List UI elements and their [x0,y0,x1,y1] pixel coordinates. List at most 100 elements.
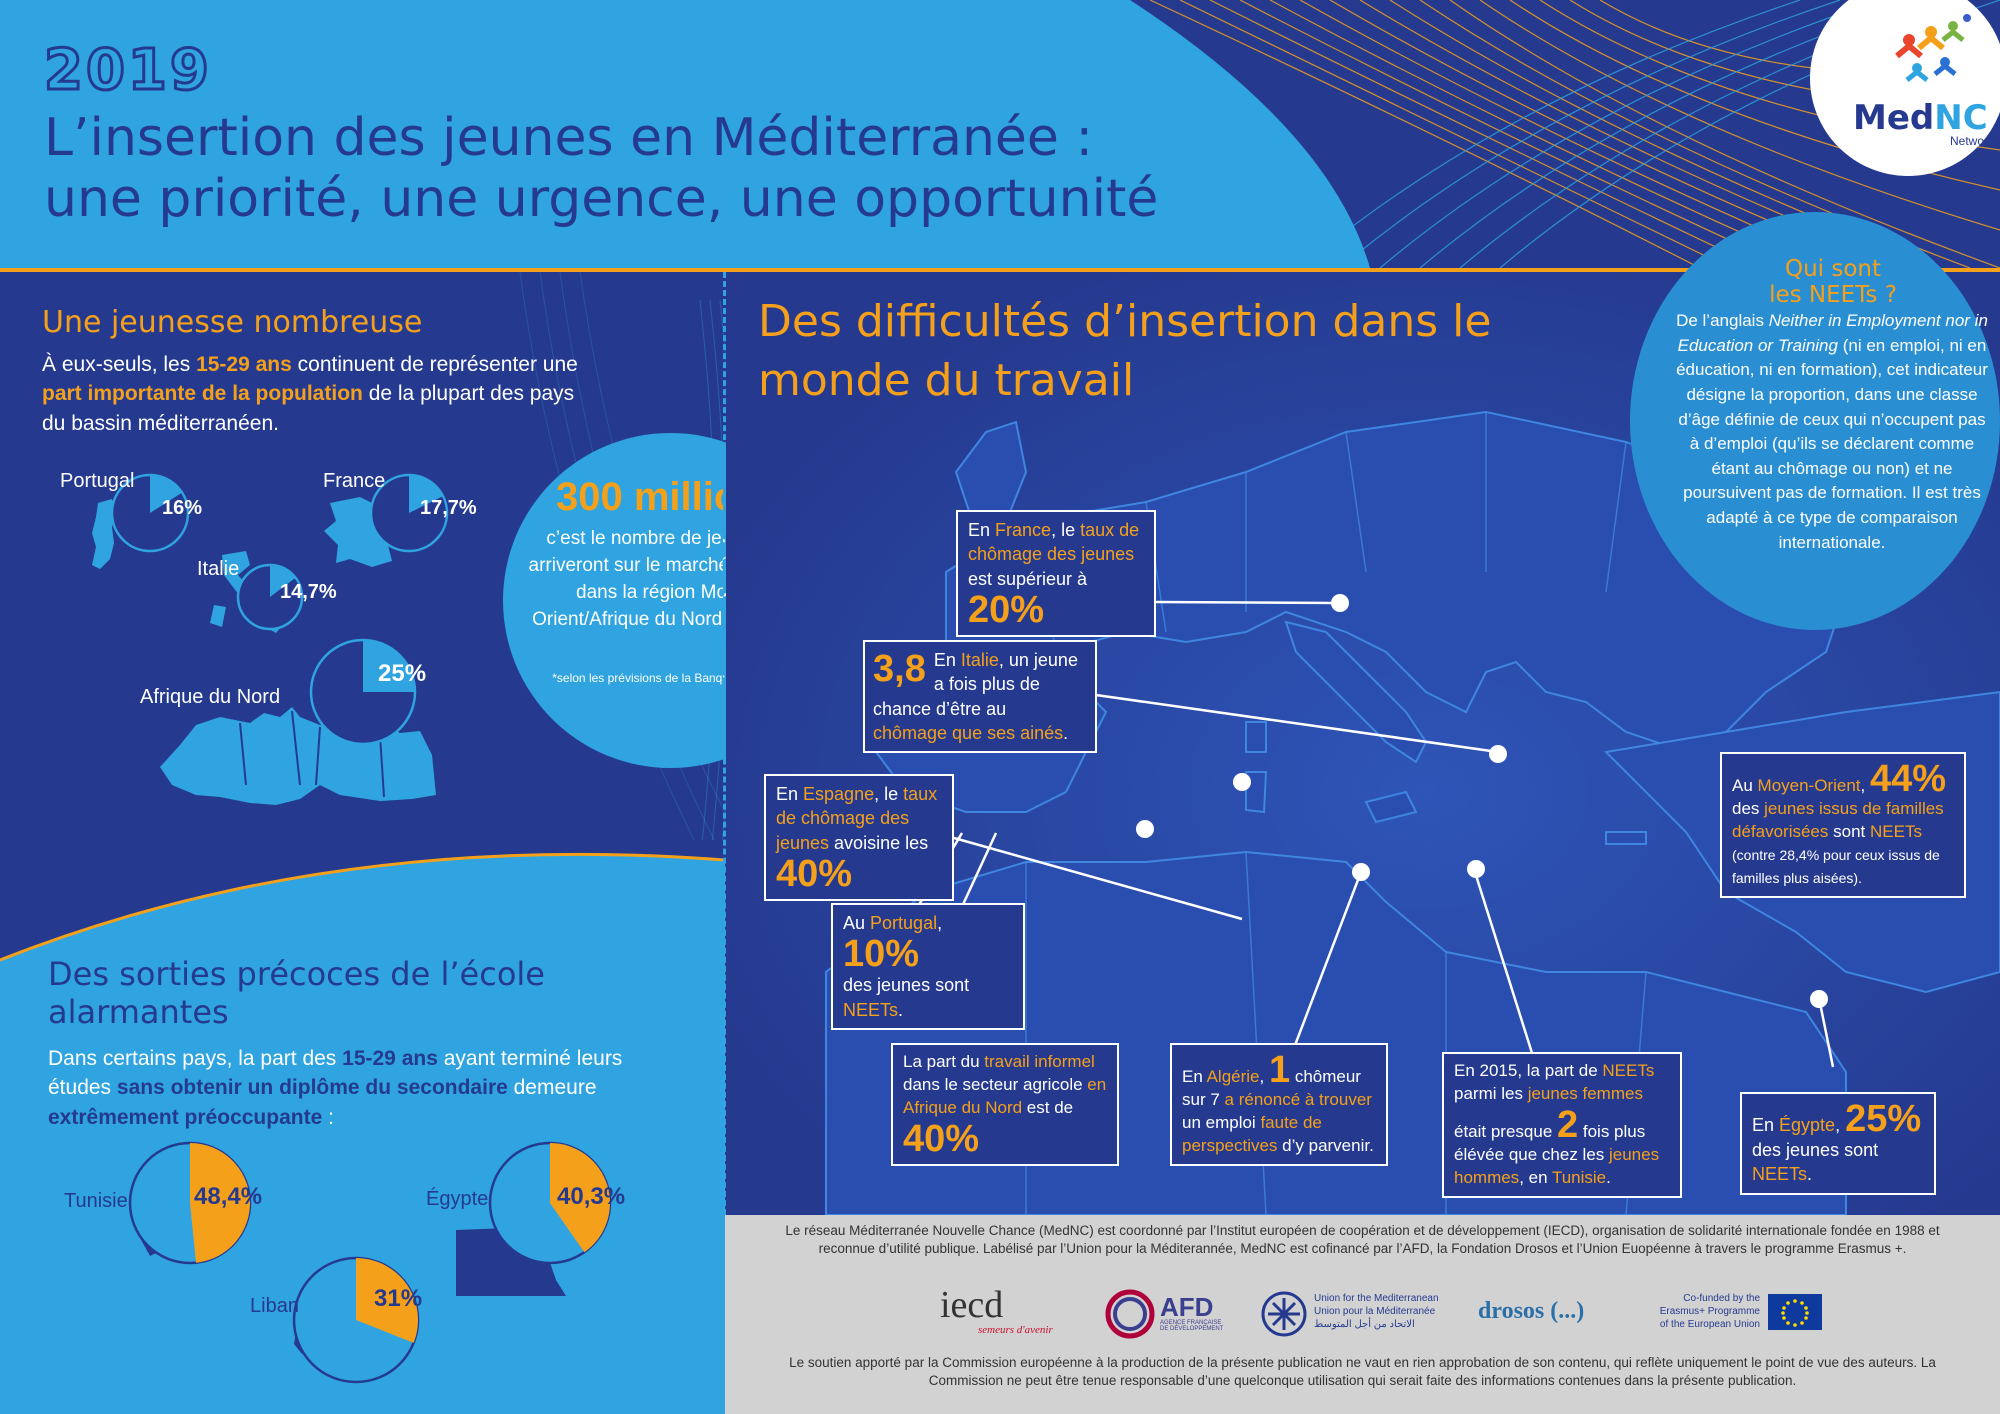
neet-definition-circle [1630,212,2000,630]
youth-country-italie: Italie [197,558,240,580]
header-decoration [1130,0,2000,268]
pie-france-slice [409,475,444,513]
youth-pct-italie: 14,7% [280,581,337,603]
stat-box-egypte: En Égypte, 25% des jeunes sont NEETs. [1740,1092,1936,1195]
north-africa-map-icon [160,707,436,805]
school-highlight-concern: extrêmement préoccupante [48,1105,323,1129]
school-heading: Des sorties précoces de l’école alarmant… [48,955,688,1032]
pie-italie [236,563,304,631]
page-title: L’insertion des jeunes en Méditerranée :… [44,108,1424,231]
country-portugal: Portugal [870,913,938,933]
youth-pies [92,473,449,805]
school-text-2: ayant terminé leurs études [48,1047,623,1100]
title-line-2: une priorité, une urgence, une opportuni… [44,169,1159,230]
ufm-emblem-icon [1261,1291,1307,1337]
neet-text-2: (ni en emploi, ni en éducation, ni en fo… [1676,335,1988,552]
stat-portugal-value: 10% [843,933,920,976]
youth-country-afrique-nord: Afrique du Nord [140,686,281,708]
pie-liban [292,1256,420,1384]
school-heading-l2: alarmantes [48,993,229,1032]
youth-highlight-share: part importante de la population [42,382,363,406]
school-panel-curve [0,840,725,970]
neet-text-1: De l’anglais [1676,311,1769,330]
pie-portugal-slice [150,475,183,513]
afd-logo: AFD AGENCE FRANÇAISE DE DÉVELOPPEMENT [1160,1294,1230,1332]
iecd-tagline: semeurs d'avenir [978,1324,1053,1336]
school-text-4: : [322,1105,334,1129]
afd-emblem-icon [1105,1289,1155,1339]
school-pct-tunisie: 48,4% [194,1183,263,1210]
header-year: 2019 [43,37,212,105]
logo-med: Med [1853,98,1935,138]
footer-text-disclaimer: Le soutien apporté par la Commission eur… [789,1355,1936,1389]
neet-title: Qui sont les NEETs ? [1700,256,1966,309]
header-divider [0,268,2000,272]
pie-portugal [110,473,190,553]
pie-tunisie [128,1141,252,1265]
pie-egypte-slice [550,1143,611,1253]
school-text-3: demeure [507,1076,597,1100]
school-country-liban: Liban [250,1295,299,1317]
stat-box-informel: La part du travail informel dans le sect… [891,1043,1119,1166]
neet-title-l1: Qui sont [1784,256,1882,282]
eu-flag-icon [1768,1294,1822,1330]
youth-country-france: France [323,470,386,492]
eu-line-3: of the European Union [1659,1319,1760,1330]
pie-tunisie-slice [190,1143,251,1263]
pie-italie-slice [270,565,296,597]
stat-box-espagne: En Espagne, le taux de chômage des jeune… [764,774,954,901]
ufm-line-2: Union pour la Méditerranée [1314,1306,1436,1317]
logo-network: Network [1950,134,1995,148]
stat-box-portugal: Au Portugal, 10% des jeunes sont NEETs. [831,903,1025,1030]
ufm-line-1: Union for the Mediterranean [1314,1293,1439,1304]
logo-nc: NC [1934,98,1988,138]
school-pies [128,1141,612,1384]
country-france: France [995,520,1052,540]
iecd-logo: iecd semeurs d'avenir [940,1286,1068,1338]
pie-liban-slice [356,1258,418,1343]
school-text-1: Dans certains pays, la part des [48,1047,343,1070]
people-icon [1895,14,1971,82]
afd-wordmark: AFD [1160,1292,1214,1322]
school-paragraph: Dans certains pays, la part des 15-29 an… [48,1044,648,1132]
country-espagne: Espagne [803,784,875,804]
country-italie: Italie [960,650,999,670]
work-heading-l2: monde du travail [758,355,1135,407]
pie-afrique-nord-slice [363,640,415,692]
stat-box-algerie: En Algérie, 1 chômeur sur 7 a rénoncé à … [1170,1043,1388,1166]
neet-title-l2: les NEETs ? [1769,282,1897,309]
panel-divider [723,272,726,1215]
work-heading: Des difficultés d’insertion dans le mond… [758,292,1658,411]
school-pct-egypte: 40,3% [557,1183,626,1210]
eu-erasmus-text: Co-funded by the Erasmus+ Programme of t… [1650,1292,1760,1331]
ufm-line-3: الاتحاد من أجل المتوسط [1314,1319,1415,1330]
logo-wordmark: MedNC [1853,98,1988,138]
header-band: 2019 L’insertion des jeunes en Méditerra… [0,0,2000,268]
iecd-wordmark: iecd [940,1284,1004,1326]
stat-box-moyen-orient: Au Moyen-Orient, 44% des jeunes issus de … [1720,752,1966,898]
ufm-logo: Union for the Mediterranean Union pour l… [1314,1292,1439,1331]
youth-text-2: continuent de représenter une [291,353,578,376]
youth-highlight-age: 15-29 ans [196,353,292,376]
youth-country-portugal: Portugal [60,470,135,492]
stat-tunisie-value: 2 [1557,1103,1579,1146]
school-country-egypte: Égypte [426,1188,489,1210]
youth-pct-france: 17,7% [420,497,477,519]
afd-tagline: AGENCE FRANÇAISE DE DÉVELOPPEMENT [1160,1320,1224,1332]
youth-heading: Une jeunesse nombreuse [42,305,423,340]
stat-box-france: En France, le taux de chômage des jeunes… [956,510,1156,637]
footer-text-network: Le réseau Méditerranée Nouvelle Chance (… [785,1223,1940,1257]
title-line-1: L’insertion des jeunes en Méditerranée : [44,108,1093,168]
stat-moyen-orient-value: 44% [1869,758,1947,800]
eu-line-2: Erasmus+ Programme [1659,1306,1760,1317]
school-heading-l1: Des sorties précoces de l’école [48,955,545,993]
youth-text-1: À eux-seuls, les [42,353,197,376]
portugal-map-icon [92,499,116,569]
pie-afrique-nord [309,638,417,746]
school-pct-liban: 31% [374,1285,423,1312]
school-country-tunisie: Tunisie [64,1190,128,1212]
school-highlight-age: 15-29 ans [342,1047,438,1070]
youth-pct-portugal: 16% [162,497,203,519]
neet-definition: De l’anglais Neither in Employment nor i… [1672,309,1992,555]
mednc-logo [1810,0,2000,176]
